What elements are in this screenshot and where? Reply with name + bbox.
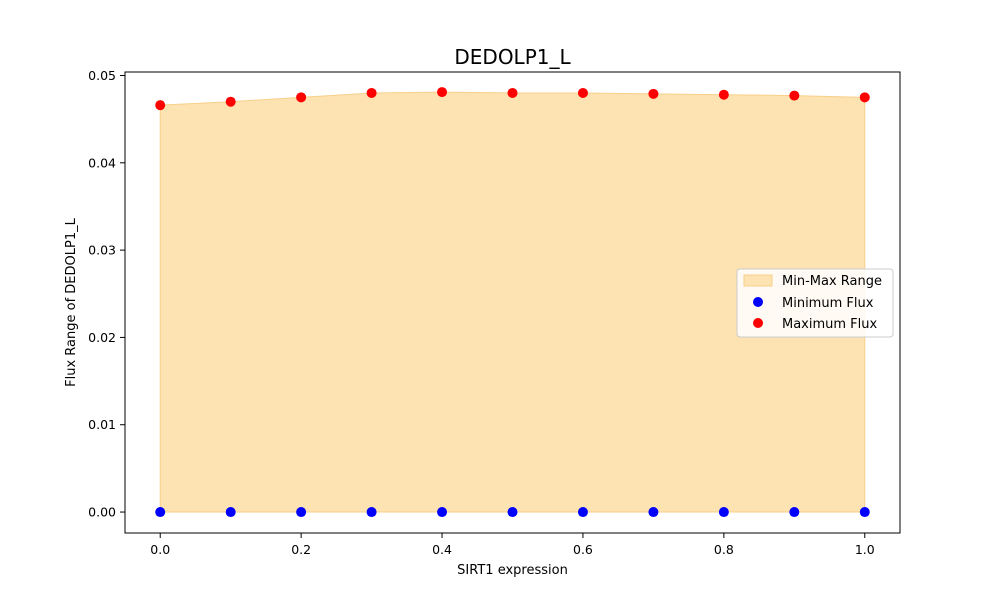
plot-frame: [124, 71, 901, 534]
x-tick-label: 0.8: [714, 542, 734, 557]
minimum-flux-point: [859, 507, 870, 518]
legend: Min-Max Range Minimum Flux Maximum Flux: [736, 268, 894, 338]
x-tick-label: 0.4: [432, 542, 452, 557]
minimum-flux-point: [577, 507, 588, 518]
y-axis-ticks: 0.00 0.01 0.02 0.03 0.04 0.05: [88, 68, 125, 520]
maximum-flux-point: [789, 90, 800, 101]
maximum-flux-point: [859, 92, 870, 103]
maximum-flux-point: [718, 89, 729, 100]
minimum-flux-point: [648, 507, 659, 518]
y-tick-label: 0.05: [88, 68, 116, 83]
y-axis-label: Flux Range of DEDOLP1_L: [64, 217, 79, 386]
legend-marker-minimum-flux: [753, 297, 763, 307]
legend-label-range: Min-Max Range: [782, 274, 882, 289]
minimum-flux-point: [789, 507, 800, 518]
minimum-flux-point: [718, 507, 729, 518]
legend-label-maximum-flux: Maximum Flux: [782, 317, 878, 332]
maximum-flux-point: [507, 87, 518, 98]
minimum-flux-point: [366, 507, 377, 518]
y-tick-label: 0.04: [88, 155, 116, 170]
x-tick-label: 0.0: [150, 542, 170, 557]
minimum-flux-point: [437, 507, 448, 518]
maximum-flux-point: [155, 100, 166, 111]
maximum-flux-point: [648, 88, 659, 99]
minimum-flux-point: [155, 507, 166, 518]
y-tick-label: 0.00: [88, 505, 116, 520]
legend-swatch-range: [743, 274, 773, 287]
maximum-flux-point: [225, 96, 236, 107]
x-axis-ticks: 0.0 0.2 0.4 0.6 0.8 1.0: [150, 533, 875, 557]
y-tick-label: 0.02: [88, 330, 116, 345]
x-axis-label: SIRT1 expression: [457, 563, 568, 578]
minimum-flux-point: [296, 507, 307, 518]
points-layer: [155, 87, 870, 518]
y-tick-label: 0.01: [88, 417, 116, 432]
x-tick-label: 0.2: [291, 542, 311, 557]
x-tick-label: 1.0: [855, 542, 875, 557]
chart-title: DEDOLP1_L: [454, 45, 571, 69]
legend-marker-maximum-flux: [753, 318, 763, 328]
legend-box: [736, 268, 894, 338]
y-tick-label: 0.03: [88, 243, 116, 258]
minimum-flux-point: [225, 507, 236, 518]
maximum-flux-point: [577, 87, 588, 98]
maximum-flux-point: [437, 87, 448, 98]
maximum-flux-point: [296, 92, 307, 103]
maximum-flux-point: [366, 87, 377, 98]
legend-label-minimum-flux: Minimum Flux: [782, 296, 874, 311]
x-tick-label: 0.6: [573, 542, 593, 557]
minimum-flux-point: [507, 507, 518, 518]
